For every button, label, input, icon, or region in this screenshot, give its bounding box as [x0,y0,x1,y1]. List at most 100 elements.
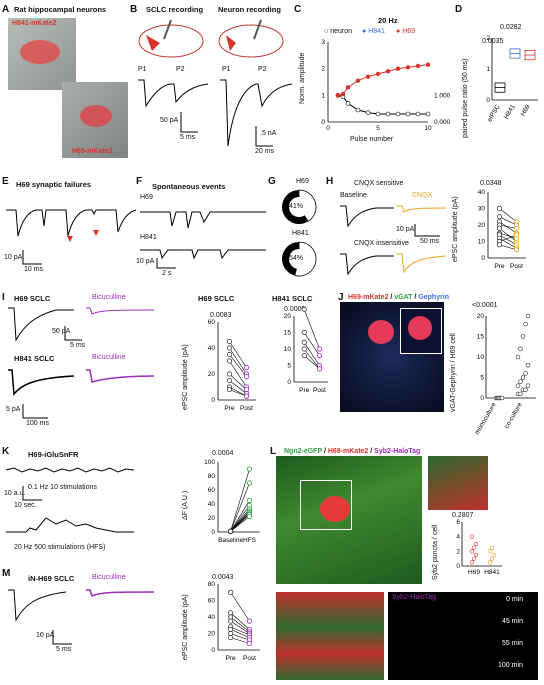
chart-i-h69: 0 20 40 60 Pre Post [208,319,256,412]
i-pvalue-1: 0.0083 [210,312,232,319]
panel-label-i: I [2,292,5,303]
post-point [243,393,250,399]
g-pct-h841: 54% [289,255,304,262]
m-title: iN-H69 SCLC [28,574,75,583]
pair-line [499,234,517,246]
trace-i-top [8,307,155,342]
y-tick-label: 60 [208,319,216,326]
scalebar-k-x: 10 sec. [14,502,37,509]
h69-point [375,71,381,77]
neuron-point [345,101,351,106]
x-tick-label: Post [313,387,326,394]
pair-line [499,208,517,222]
trace-k-1 [5,467,135,473]
scalebar-i2-x: 100 ms [26,420,49,427]
y-tick-label: 15 [477,334,485,341]
h69-point [473,541,479,547]
h69-point [405,65,411,70]
d-pvalue-1: 0.0282 [500,24,522,31]
post-point [513,232,520,238]
scalebar-h-x: 50 ms [420,238,440,245]
y-tick-label: 0 [321,119,325,126]
k-ylabel: ΔF (A.U.) [182,490,189,520]
y-tick-label: 30 [478,206,486,213]
y-tick-label: 0 [211,397,215,404]
y-tick-label: 60 [208,598,216,605]
h69-point [355,78,361,83]
pair-line [303,348,320,369]
h841-point [487,549,493,554]
y-tick-label: 40 [208,614,216,621]
h69-point [335,93,341,98]
chart-c: 0 1 2 3 0 5 10 1.000 0.000 [321,39,450,132]
y-tick-label: 0 [211,529,215,536]
c-ylabel: Norm. amplitude [299,52,306,104]
j-legend: H69-mKate2 / vGAT / Gephyrin [348,294,450,301]
panel-label-c: C [294,4,302,15]
pre-point [301,353,307,359]
panel-label-a: A [2,4,10,15]
x-tick-label: 5 [376,125,380,132]
scalebar-i2 [22,404,48,419]
pair-line [499,228,517,242]
pre-point [228,614,234,620]
co-point [518,346,523,352]
scalebar-k-y: 10 a.u. [4,490,26,497]
x-tick-label: eIPSC [486,103,502,123]
co-point [518,379,523,384]
pair-line [304,355,320,370]
pie-hole [289,197,309,217]
chart-m: 0 20 40 60 80 Pre Post [208,581,260,662]
series-line-H69 [337,64,429,96]
pair-line [499,232,517,239]
h69-point [385,69,391,74]
co-point [525,362,531,368]
panel-label-d: D [455,4,463,15]
pre-point [496,205,502,211]
y-tick-label: 20 [284,313,292,320]
i-pvalue-2: 0.0009 [284,306,306,313]
neuron-point [425,111,431,117]
scalebar-i1 [64,326,82,341]
i-h69-label: H69 SCLC [14,294,51,303]
legend-neuron: ○ neuron [324,28,352,35]
pair-line [499,221,517,234]
j-ylabel: vGAT-Gephyrin / H69 cell [450,333,457,412]
y-tick-label: 5 [287,363,291,370]
x-tick-label: Pre [299,387,310,394]
h69-point [471,556,477,561]
chart-i-h841: 0 5 10 15 20 Pre Post [284,306,328,394]
x-tick-label: monoculture [474,401,498,436]
y-tick-label: 2 [486,35,490,42]
y-tick-label: 0 [481,255,485,262]
h69-point [473,552,479,558]
f-h841-label: H841 [140,234,157,241]
f-h69-label: H69 [140,194,153,201]
co-point [523,387,528,393]
g-h841-label: H841 [292,230,309,237]
pair-line [230,516,250,532]
co-point [525,313,531,319]
trace-f-h841 [140,249,266,260]
x-tick-label: Pre [224,405,235,412]
panel-f-title: Spontaneous events [152,182,226,191]
pre-point [226,345,232,351]
pair-line [303,332,320,356]
h69-point [345,85,351,90]
y-tick-label: 2 [456,548,460,555]
x-tick-label: Pre [494,263,505,270]
j-cell-1 [368,320,394,344]
recording-schematic [138,19,284,58]
pie-h841 [282,241,317,277]
l-time-55: 55 min [502,640,524,647]
y-tick-label: 20 [478,222,486,229]
co-point [523,371,528,376]
l-legend-a: Ngn2-eGFP [284,448,322,455]
post-point [246,618,253,624]
pre-point [226,338,232,344]
y-tick-label: 20 [208,631,216,638]
k-title: H69-iGluSnFR [28,450,79,459]
scalebar-i1-x: 5 ms [70,342,86,349]
co-point [523,321,528,327]
pair-line [230,612,250,630]
